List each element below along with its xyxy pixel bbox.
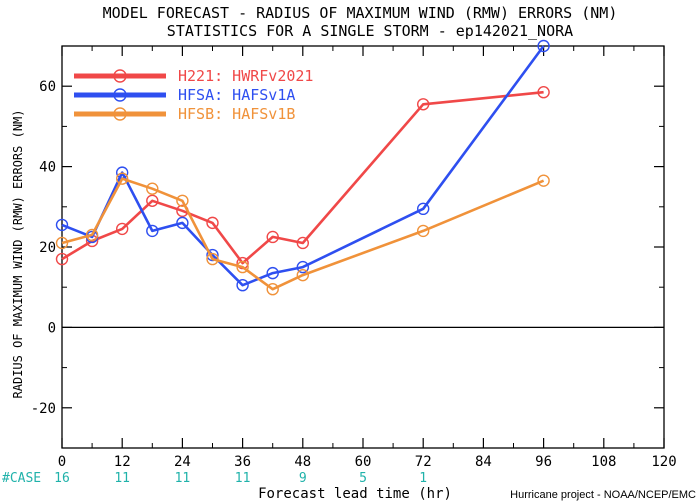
x-tick-label: 96 bbox=[535, 454, 552, 470]
y-tick-label: 40 bbox=[39, 160, 56, 176]
case-count: 1 bbox=[419, 471, 427, 486]
x-tick-label: 48 bbox=[294, 454, 311, 470]
series-point-3 bbox=[176, 194, 189, 207]
series-point-1 bbox=[55, 252, 69, 266]
y-tick-label: 20 bbox=[39, 240, 56, 256]
chart-title: MODEL FORECAST - RADIUS OF MAXIMUM WIND … bbox=[103, 4, 618, 22]
series-point-3 bbox=[296, 268, 309, 282]
x-tick-label: 12 bbox=[114, 454, 131, 470]
series-point-2 bbox=[236, 278, 249, 292]
series-point-3 bbox=[206, 252, 219, 266]
x-tick-label: 60 bbox=[355, 454, 372, 470]
series-point-2 bbox=[266, 266, 279, 280]
legend-label-1: H221: HWRFv2021 bbox=[178, 67, 313, 85]
case-count: 5 bbox=[359, 471, 367, 486]
series-line-3 bbox=[61, 177, 545, 291]
series-point-1 bbox=[206, 216, 219, 230]
x-tick-label: 24 bbox=[174, 454, 191, 470]
series-point-2 bbox=[55, 218, 69, 232]
x-tick-label: 72 bbox=[415, 454, 432, 470]
series-point-3 bbox=[115, 172, 129, 185]
series-point-2 bbox=[417, 202, 430, 216]
case-label: #CASE bbox=[2, 471, 41, 486]
y-tick-label: 60 bbox=[39, 79, 56, 95]
y-tick-label: 0 bbox=[48, 320, 56, 336]
series-point-1 bbox=[115, 222, 129, 236]
series-point-2 bbox=[146, 224, 159, 238]
series-point-3 bbox=[537, 174, 550, 187]
legend-label-2: HFSA: HAFSv1A bbox=[178, 86, 295, 104]
series-point-1 bbox=[296, 236, 309, 250]
legend-marker-3 bbox=[113, 107, 127, 121]
series-line-1 bbox=[61, 90, 544, 265]
series-point-3 bbox=[55, 236, 69, 250]
series-point-3 bbox=[146, 182, 159, 195]
y-axis-label: RADIUS OF MAXIMUM WIND (RMW) ERRORS (NM) bbox=[11, 110, 25, 399]
x-tick-label: 108 bbox=[591, 454, 616, 470]
plot-frame bbox=[61, 45, 665, 449]
series-point-3 bbox=[266, 283, 279, 296]
series-point-2 bbox=[206, 248, 219, 262]
series-point-2 bbox=[296, 260, 309, 274]
legend-marker-1 bbox=[113, 69, 127, 83]
series-point-1 bbox=[146, 194, 159, 207]
case-count: 11 bbox=[235, 471, 251, 486]
series-line-2 bbox=[61, 45, 545, 287]
legend-marker-2 bbox=[113, 88, 127, 102]
chart-subtitle: STATISTICS FOR A SINGLE STORM - ep142021… bbox=[167, 22, 573, 40]
credit-text: Hurricane project - NOAA/NCEP/EMC bbox=[510, 489, 696, 501]
series-point-1 bbox=[266, 230, 279, 244]
case-count: 16 bbox=[54, 471, 70, 486]
case-count: 9 bbox=[299, 471, 307, 486]
series-point-3 bbox=[417, 224, 430, 238]
x-tick-label: 120 bbox=[651, 454, 676, 470]
series-point-3 bbox=[85, 228, 99, 242]
case-count: 11 bbox=[175, 471, 191, 486]
case-count: 11 bbox=[114, 471, 130, 486]
legend-label-3: HFSB: HAFSv1B bbox=[178, 105, 295, 123]
series-point-2 bbox=[537, 39, 550, 53]
y-tick-label: -20 bbox=[31, 401, 56, 417]
series-point-3 bbox=[236, 260, 249, 274]
series-point-2 bbox=[176, 216, 189, 230]
x-tick-label: 36 bbox=[234, 454, 251, 470]
x-tick-label: 84 bbox=[475, 454, 492, 470]
x-axis-label: Forecast lead time (hr) bbox=[258, 486, 452, 502]
x-tick-label: 0 bbox=[58, 454, 66, 470]
series-point-1 bbox=[417, 98, 430, 111]
series-point-1 bbox=[537, 86, 550, 99]
